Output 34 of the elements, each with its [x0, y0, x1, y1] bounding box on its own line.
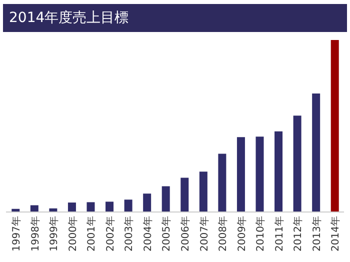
- bar: [256, 136, 264, 212]
- x-tick-label: 2004年: [142, 216, 154, 252]
- bar: [162, 186, 170, 212]
- bar: [293, 116, 302, 212]
- x-tick-label: 2012年: [292, 216, 304, 252]
- bar: [68, 202, 76, 212]
- bar: [330, 40, 339, 212]
- x-tick-label: 2005年: [160, 216, 173, 252]
- x-tick-label: 2007年: [198, 216, 210, 252]
- x-tick-label: 2001年: [86, 216, 98, 252]
- x-tick-label: 1999年: [48, 216, 60, 252]
- x-tick-label: 2013年: [310, 216, 323, 252]
- bar: [143, 194, 152, 212]
- bar: [199, 172, 208, 212]
- bar: [274, 131, 283, 212]
- x-tick-label: 2009年: [236, 216, 248, 252]
- x-tick-label: 1997年: [10, 216, 22, 252]
- x-tick-label: 2002年: [104, 216, 116, 252]
- bar: [86, 202, 95, 212]
- x-tick-label: 2006年: [179, 216, 192, 252]
- x-tick-label: 2011年: [273, 216, 286, 252]
- x-tick-label: 2010年: [254, 216, 267, 252]
- x-tick-label: 2000年: [66, 216, 79, 252]
- bar: [106, 202, 114, 212]
- bar: [312, 93, 320, 212]
- x-tick-label: 2014年: [330, 216, 342, 252]
- x-tick-label: 2008年: [217, 216, 230, 252]
- bar: [180, 178, 189, 212]
- x-tick-label: 2003年: [123, 216, 136, 252]
- chart-title: 2014年度売上目標: [3, 4, 347, 32]
- bar: [124, 200, 132, 212]
- bar: [236, 137, 245, 212]
- bar: [218, 154, 226, 212]
- x-tick-label: 1998年: [29, 216, 42, 252]
